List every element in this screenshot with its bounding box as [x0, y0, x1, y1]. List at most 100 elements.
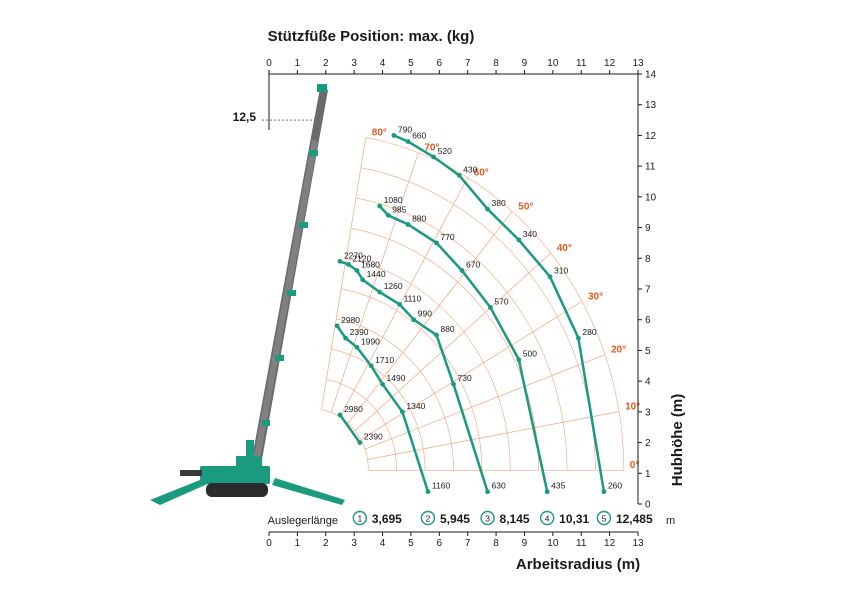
max-height-label: 12,5 [233, 110, 257, 124]
capacity-label: 1160 [432, 481, 451, 491]
y-tick-label: 11 [645, 162, 656, 173]
x-tick-label-top: 11 [576, 58, 587, 69]
x-tick-label-bottom: 12 [604, 538, 616, 549]
x-tick-label-top: 8 [493, 58, 499, 69]
y-tick-label: 12 [645, 131, 657, 142]
capacity-label: 310 [554, 266, 568, 276]
capacity-point [385, 212, 391, 218]
capacity-label: 2980 [341, 315, 360, 325]
range-arc [351, 227, 540, 471]
capacity-point [434, 240, 439, 246]
capacity-label: 1260 [384, 281, 403, 291]
angle-ray [321, 137, 367, 410]
capacity-point [516, 357, 522, 363]
angle-label: 0° [630, 460, 640, 471]
capacity-point [411, 317, 417, 323]
capacity-point [405, 139, 411, 144]
range-arc [336, 318, 454, 471]
capacity-point [337, 412, 343, 418]
boom-index: 2 [426, 514, 431, 524]
boom-index-circle [420, 510, 436, 526]
capacity-point [343, 335, 349, 341]
y-tick-label: 8 [645, 254, 651, 265]
angle-label: 30° [588, 291, 603, 302]
capacity-curve [338, 414, 361, 444]
y-tick-label: 4 [645, 377, 651, 388]
x-axis-label: Arbeitsradius (m) [516, 556, 640, 573]
capacity-point [354, 344, 360, 350]
x-tick-label-top: 2 [323, 58, 329, 69]
capacity-label: 730 [458, 373, 472, 383]
y-tick-label: 3 [645, 407, 651, 418]
capacity-label: 1710 [375, 355, 394, 365]
capacity-point [400, 409, 405, 415]
capacity-point [357, 440, 363, 445]
x-tick-label-bottom: 5 [408, 538, 414, 549]
y-tick-label: 13 [645, 100, 657, 111]
capacity-label: 260 [608, 481, 622, 491]
x-tick-label-top: 9 [522, 58, 528, 69]
capacity-point [397, 301, 402, 307]
x-tick-label-bottom: 0 [266, 538, 272, 549]
axis-frame: 0011223344556677889910101111121213130123… [262, 58, 657, 549]
angle-ray [367, 411, 620, 460]
capacity-label: 2390 [364, 432, 383, 442]
capacity-point [456, 172, 462, 178]
capacity-label: 1990 [361, 336, 380, 346]
y-tick-label: 6 [645, 315, 651, 326]
capacity-point [405, 222, 411, 227]
angle-ray [330, 152, 419, 413]
x-tick-label-top: 4 [380, 58, 386, 69]
boom-index: 3 [485, 514, 490, 524]
y-tick-label: 9 [645, 223, 651, 234]
x-tick-label-top: 12 [604, 58, 616, 69]
x-tick-label-bottom: 8 [493, 538, 499, 549]
x-tick-label-bottom: 7 [465, 538, 471, 549]
boom-length-value: 3,695 [372, 512, 402, 526]
crane-boom [248, 84, 328, 482]
angle-label: 20° [611, 345, 626, 356]
y-axis-label: Hubhöhe (m) [669, 394, 686, 486]
chart-title: Stützfüße Position: max. (kg) [268, 28, 475, 45]
capacity-label: 880 [412, 214, 426, 224]
boom-index-circle [539, 510, 555, 526]
capacity-label: 1440 [367, 269, 386, 279]
capacity-label: 2270 [344, 250, 363, 260]
capacity-curve [339, 260, 489, 493]
capacity-label: 630 [492, 481, 506, 491]
range-arc [355, 197, 568, 471]
capacity-point [354, 268, 360, 273]
capacity-point [425, 489, 431, 495]
capacity-point [516, 237, 522, 243]
y-tick-label: 1 [645, 469, 651, 480]
x-tick-label-bottom: 9 [522, 538, 528, 549]
boom-length-value: 5,945 [440, 512, 470, 526]
x-tick-label-top: 7 [465, 58, 471, 69]
y-tick-label: 2 [645, 438, 651, 449]
boom-index-circle [596, 510, 612, 526]
capacity-point [544, 489, 550, 495]
capacity-label: 1110 [404, 293, 422, 303]
angle-ray [347, 211, 513, 424]
capacity-point [434, 332, 439, 338]
angle-ray [339, 177, 469, 418]
angle-label: 60° [474, 168, 489, 179]
capacity-label: 790 [398, 124, 412, 134]
boom-index: 5 [602, 514, 607, 524]
boom-length-label: Auslegerlänge [268, 515, 338, 527]
x-tick-label-top: 13 [632, 58, 644, 69]
angle-label: 10° [625, 402, 640, 413]
x-tick-label-top: 0 [266, 58, 272, 69]
boom-index: 4 [545, 514, 550, 524]
capacity-label: 2390 [350, 327, 369, 337]
capacity-curves: 2390298011601340149017101990239029806307… [334, 124, 622, 495]
capacity-label: 985 [392, 204, 406, 214]
angle-ray [354, 252, 552, 432]
x-tick-label-bottom: 10 [547, 538, 559, 549]
y-tick-label: 0 [645, 500, 651, 511]
y-tick-label: 14 [645, 70, 657, 81]
capacity-point [391, 133, 397, 138]
capacity-point [575, 335, 581, 341]
crane-body [150, 440, 345, 505]
x-tick-label-top: 10 [547, 58, 559, 69]
